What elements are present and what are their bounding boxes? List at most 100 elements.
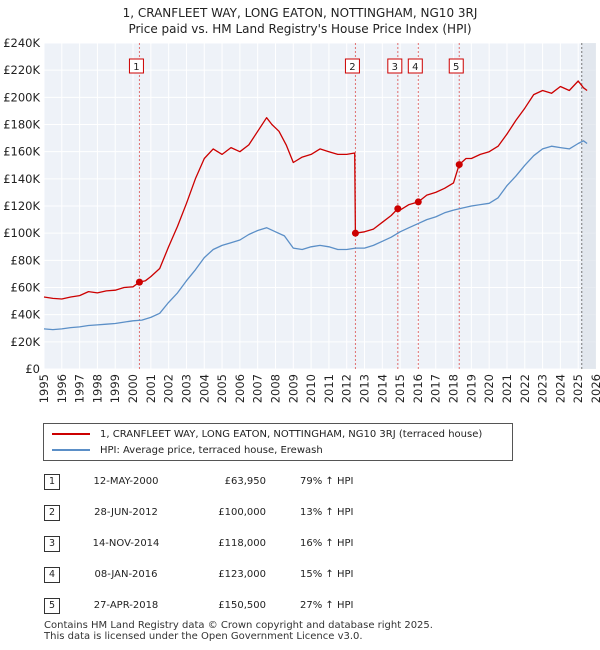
- series-line-hpi: [43, 140, 588, 331]
- y-tick-label: £220K: [3, 63, 40, 77]
- legend-label-property: 1, CRANFLEET WAY, LONG EATON, NOTTINGHAM…: [100, 429, 483, 440]
- x-tick-label: 2004: [197, 374, 211, 403]
- y-tick-label: £100K: [3, 226, 40, 240]
- x-tick-label: 2000: [126, 374, 140, 403]
- sale-points: [135, 161, 463, 286]
- footer-copyright: Contains HM Land Registry data © Crown c…: [44, 620, 433, 631]
- y-tick-label: £200K: [3, 90, 40, 104]
- sale-marker: 5: [448, 58, 464, 74]
- x-tick-label: 2024: [553, 374, 567, 403]
- x-tick-label: 2013: [358, 374, 372, 403]
- sale-hpi-change: 27% ↑ HPI: [300, 600, 354, 611]
- x-tick-label: 2005: [215, 374, 229, 403]
- sale-marker-label: 3: [392, 62, 398, 73]
- y-axis: £0 £20K £40K £60K £80K £100K £120K £140K £160K £1…: [3, 36, 40, 376]
- sale-date: 08-JAN-2016: [94, 569, 158, 580]
- sale-date: 27-APR-2018: [93, 600, 159, 611]
- sale-point: [455, 161, 463, 169]
- x-tick-label: 2023: [536, 374, 550, 403]
- sale-marker-box: [448, 58, 464, 74]
- x-tick-label: 2001: [144, 374, 158, 403]
- sale-point: [135, 278, 143, 286]
- x-tick-label: 2022: [518, 374, 532, 403]
- y-tick-label: £0: [25, 362, 40, 376]
- sale-marker: 1: [128, 58, 144, 74]
- footer-licence: This data is licensed under the Open Gov…: [44, 631, 363, 642]
- sale-number-badge: 2: [44, 505, 60, 521]
- sale-marker: 4: [407, 58, 423, 74]
- y-tick-label: £140K: [3, 172, 40, 186]
- footer: Contains HM Land Registry data © Crown c…: [44, 620, 433, 642]
- chart-title-line1: 1, CRANFLEET WAY, LONG EATON, NOTTINGHAM…: [122, 6, 478, 20]
- sale-marker-box: [387, 58, 403, 74]
- y-tick-label: £60K: [11, 281, 41, 295]
- sale-date: 28-JUN-2012: [94, 507, 158, 518]
- sale-row: 1 12-MAY-2000 £63,950 79% ↑ HPI: [0, 474, 600, 490]
- x-tick-label: 2011: [322, 374, 336, 403]
- x-tick-label: 2008: [268, 374, 282, 403]
- sale-number-badge: 3: [44, 536, 60, 552]
- y-tick-label: £40K: [11, 308, 41, 322]
- x-tick-label: 1999: [108, 374, 122, 403]
- sale-row: 5 27-APR-2018 £150,500 27% ↑ HPI: [0, 598, 600, 614]
- legend-swatch-property: [52, 433, 90, 435]
- sale-date: 14-NOV-2014: [92, 538, 160, 549]
- chart-title: 1, CRANFLEET WAY, LONG EATON, NOTTINGHAM…: [0, 5, 600, 37]
- y-tick-label: £160K: [3, 145, 40, 159]
- sale-price: £150,500: [218, 600, 266, 611]
- sale-row: 4 08-JAN-2016 £123,000 15% ↑ HPI: [0, 567, 600, 583]
- x-tick-label: 1995: [37, 374, 51, 403]
- x-tick-label: 2014: [375, 374, 389, 403]
- x-tick-label: 2019: [464, 374, 478, 403]
- sale-marker-label: 5: [453, 62, 459, 73]
- sale-number-badge: 1: [44, 474, 60, 490]
- chart-title-line2: Price paid vs. HM Land Registry's House …: [128, 22, 472, 36]
- sale-price: £123,000: [218, 569, 266, 580]
- sale-price: £100,000: [218, 507, 266, 518]
- y-tick-label: £120K: [3, 199, 40, 213]
- x-tick-label: 2012: [340, 374, 354, 403]
- x-tick-label: 2015: [393, 374, 407, 403]
- y-tick-label: £80K: [11, 253, 41, 267]
- legend-label-hpi: HPI: Average price, terraced house, Erew…: [100, 445, 323, 456]
- x-tick-label: 2016: [411, 374, 425, 403]
- x-tick-label: 1998: [90, 374, 104, 403]
- x-tick-label: 2003: [179, 374, 193, 403]
- sale-marker: 3: [387, 58, 403, 74]
- x-tick-label: 2020: [482, 374, 496, 403]
- x-tick-label: 2017: [429, 374, 443, 403]
- sale-price: £118,000: [218, 538, 266, 549]
- x-tick-label: 2025: [571, 374, 585, 403]
- y-tick-label: £20K: [11, 335, 41, 349]
- sale-marker-label: 2: [349, 62, 355, 73]
- sale-marker: 2: [344, 58, 360, 74]
- sale-marker-boxes: 1 2 3 4 5: [128, 58, 464, 74]
- sale-point: [351, 229, 359, 237]
- x-tick-label: 2002: [162, 374, 176, 403]
- sale-marker-box: [344, 58, 360, 74]
- legend-item-property: 1, CRANFLEET WAY, LONG EATON, NOTTINGHAM…: [52, 428, 482, 442]
- sale-row: 2 28-JUN-2012 £100,000 13% ↑ HPI: [0, 505, 600, 521]
- x-tick-label: 2010: [304, 374, 318, 403]
- x-tick-label: 2026: [589, 374, 600, 403]
- sale-marker-box: [407, 58, 423, 74]
- sale-point: [414, 198, 422, 206]
- x-tick-label: 2021: [500, 374, 514, 403]
- x-tick-label: 2006: [233, 374, 247, 403]
- sale-hpi-change: 15% ↑ HPI: [300, 569, 354, 580]
- sale-hpi-change: 16% ↑ HPI: [300, 538, 354, 549]
- x-tick-label: 2018: [447, 374, 461, 403]
- sale-marker-label: 4: [412, 62, 418, 73]
- sale-number-badge: 4: [44, 567, 60, 583]
- price-chart: 1 2 3 4 5 £0 £20K £40K £60K £80K £100K £120K £140K £…: [3, 36, 600, 403]
- sale-row: 3 14-NOV-2014 £118,000 16% ↑ HPI: [0, 536, 600, 552]
- x-tick-label: 2009: [286, 374, 300, 403]
- y-tick-label: £240K: [3, 36, 40, 50]
- legend-item-hpi: HPI: Average price, terraced house, Erew…: [52, 444, 323, 458]
- sale-number-badge: 5: [44, 598, 60, 614]
- sale-date: 12-MAY-2000: [93, 476, 159, 487]
- sale-price: £63,950: [224, 476, 266, 487]
- x-tick-label: 2007: [251, 374, 265, 403]
- sale-marker-box: [128, 58, 144, 74]
- legend-swatch-hpi: [52, 449, 90, 451]
